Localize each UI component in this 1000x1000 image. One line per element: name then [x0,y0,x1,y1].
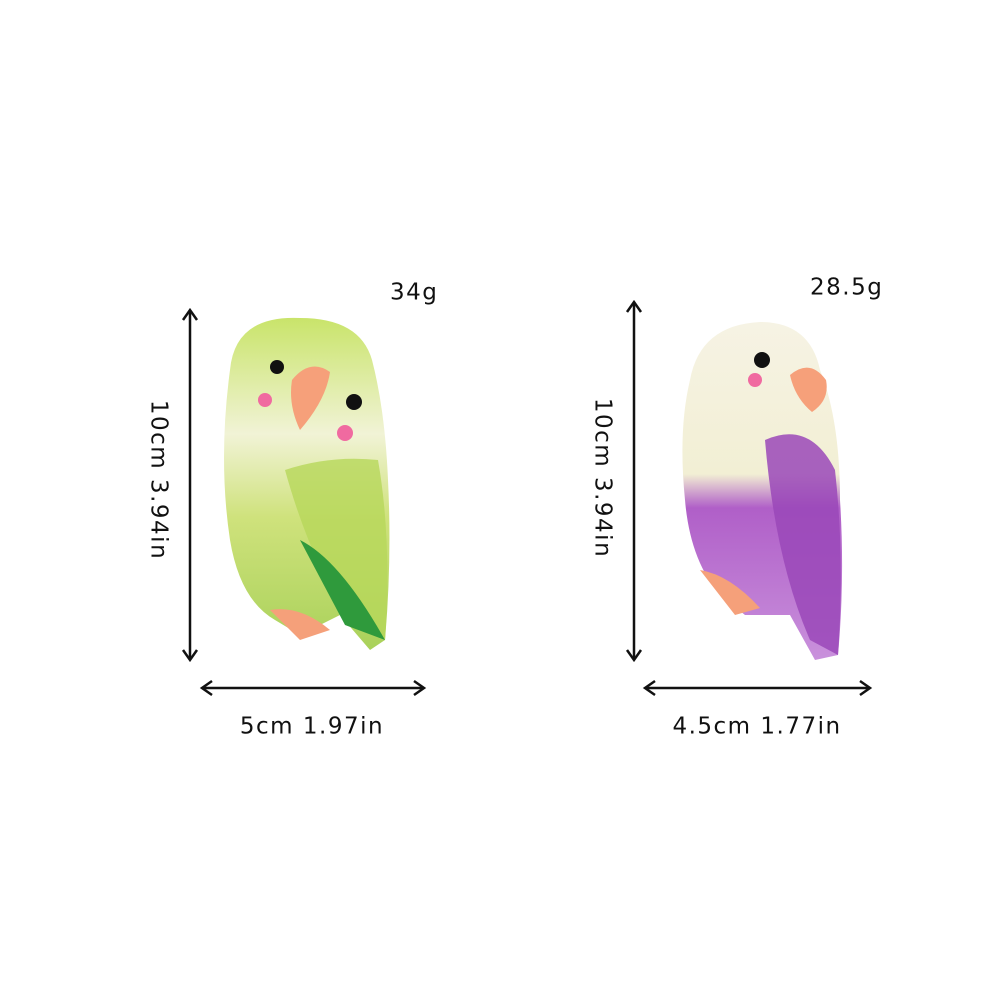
width-label: 5cm 1.97in [240,714,384,740]
purple-parrot-clip [682,322,843,660]
height-label: 10cm 3.94in [146,400,172,560]
height-arrow [625,299,643,663]
width-arrow [642,679,873,697]
weight-label: 28.5g [810,275,883,301]
width-label: 4.5cm 1.77in [672,714,841,740]
height-arrow [181,307,199,663]
width-arrow [199,679,427,697]
weight-label: 34g [390,280,438,306]
height-label: 10cm 3.94in [590,398,616,558]
green-parrot-clip [224,317,390,650]
